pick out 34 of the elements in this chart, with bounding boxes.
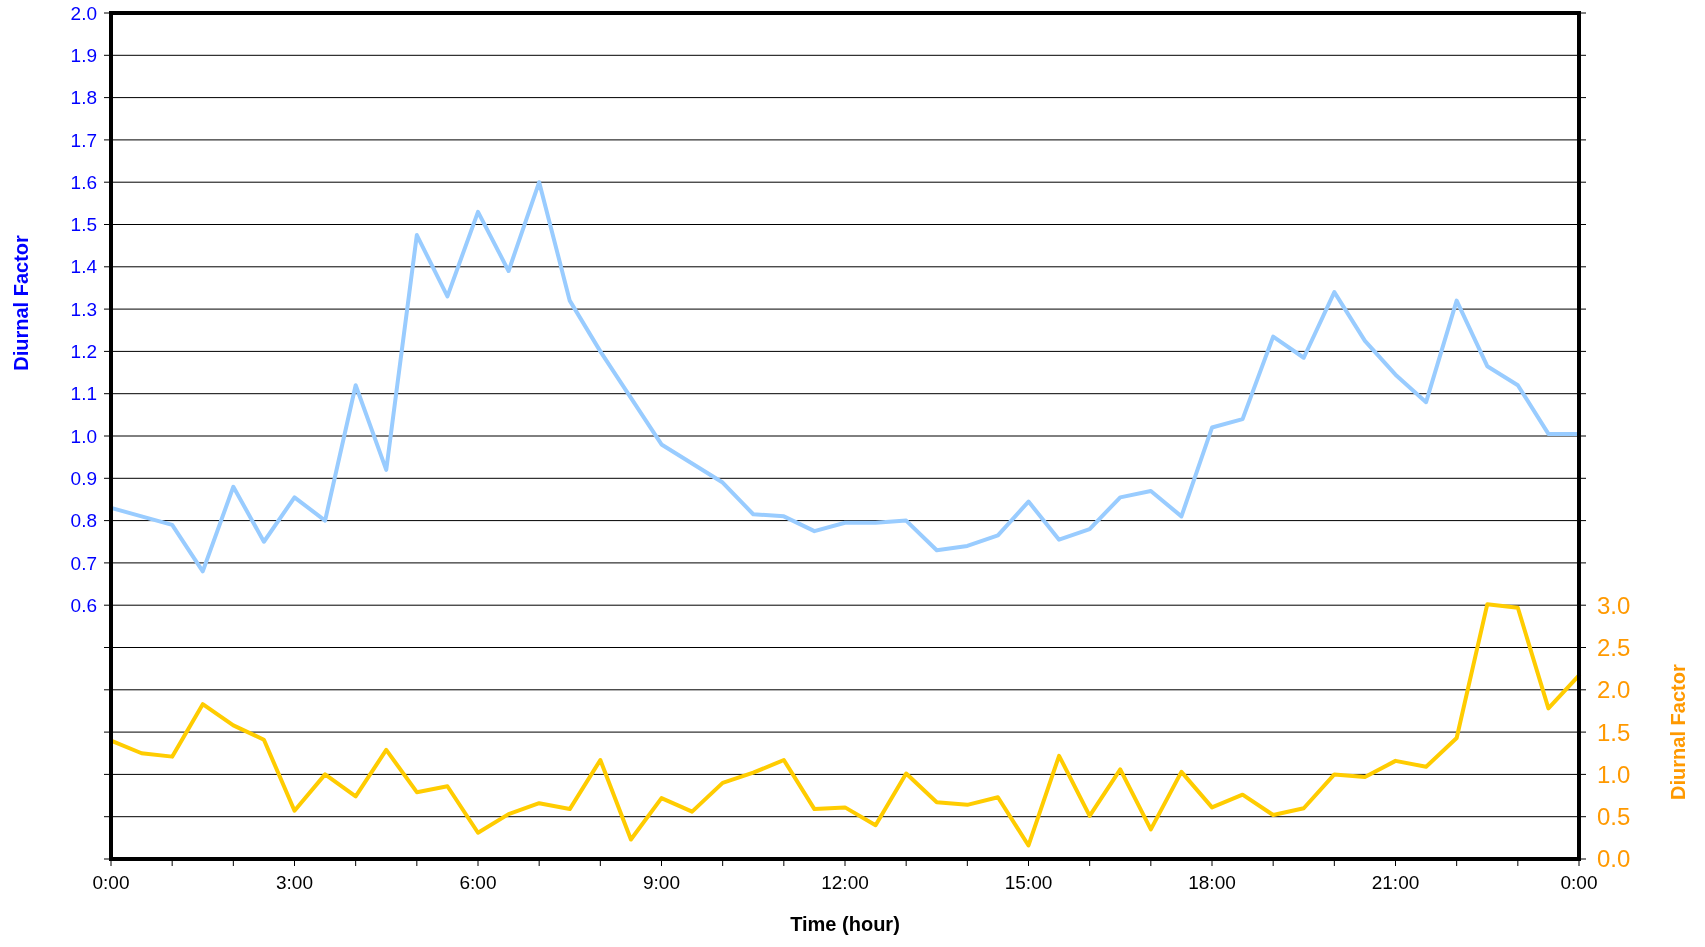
x-tick-label: 21:00 <box>1371 872 1420 893</box>
y-tick-label: 1.8 <box>70 87 97 109</box>
y2-axis-title: Diurnal Factor <box>1667 664 1689 800</box>
y-tick-label: 1.1 <box>70 383 97 405</box>
y2-tick-label: 1.0 <box>1597 760 1631 788</box>
y2-tick-label: 2.0 <box>1597 676 1631 704</box>
y2-tick-label: 2.5 <box>1597 633 1631 661</box>
y-tick-label: 1.4 <box>70 256 98 278</box>
x-tick-label: 18:00 <box>1188 872 1236 893</box>
y-tick-label: 1.5 <box>70 214 97 236</box>
y-tick-label: 2.0 <box>70 2 97 24</box>
x-tick-label: 15:00 <box>1004 872 1053 893</box>
y-tick-label: 0.7 <box>70 552 97 574</box>
y-tick-label: 1.6 <box>70 171 97 193</box>
y-tick-label: 1.2 <box>70 341 97 363</box>
y-tick-label: 1.3 <box>70 298 97 320</box>
y-tick-label: 0.9 <box>70 467 97 489</box>
x-tick-label: 9:00 <box>643 872 680 893</box>
x-tick-label: 3:00 <box>276 872 313 893</box>
x-tick-label: 0:00 <box>1560 872 1598 893</box>
y2-tick-label: 3.0 <box>1597 591 1631 619</box>
y-tick-label: 0.6 <box>70 594 97 616</box>
x-axis-title: Time (hour) <box>790 913 900 935</box>
y-axis-title: Diurnal Factor <box>10 235 32 371</box>
y-tick-label: 1.0 <box>70 425 97 447</box>
y-tick-label: 0.8 <box>70 510 97 532</box>
x-tick-label: 12:00 <box>821 872 869 893</box>
y2-tick-label: 0.0 <box>1597 845 1631 873</box>
x-tick-label: 0:00 <box>92 872 130 893</box>
y-tick-label: 1.9 <box>70 44 97 66</box>
y-tick-label: 1.7 <box>70 129 97 151</box>
y2-tick-label: 0.5 <box>1597 803 1631 831</box>
y2-tick-label: 1.5 <box>1597 718 1631 746</box>
x-tick-label: 6:00 <box>459 872 497 893</box>
